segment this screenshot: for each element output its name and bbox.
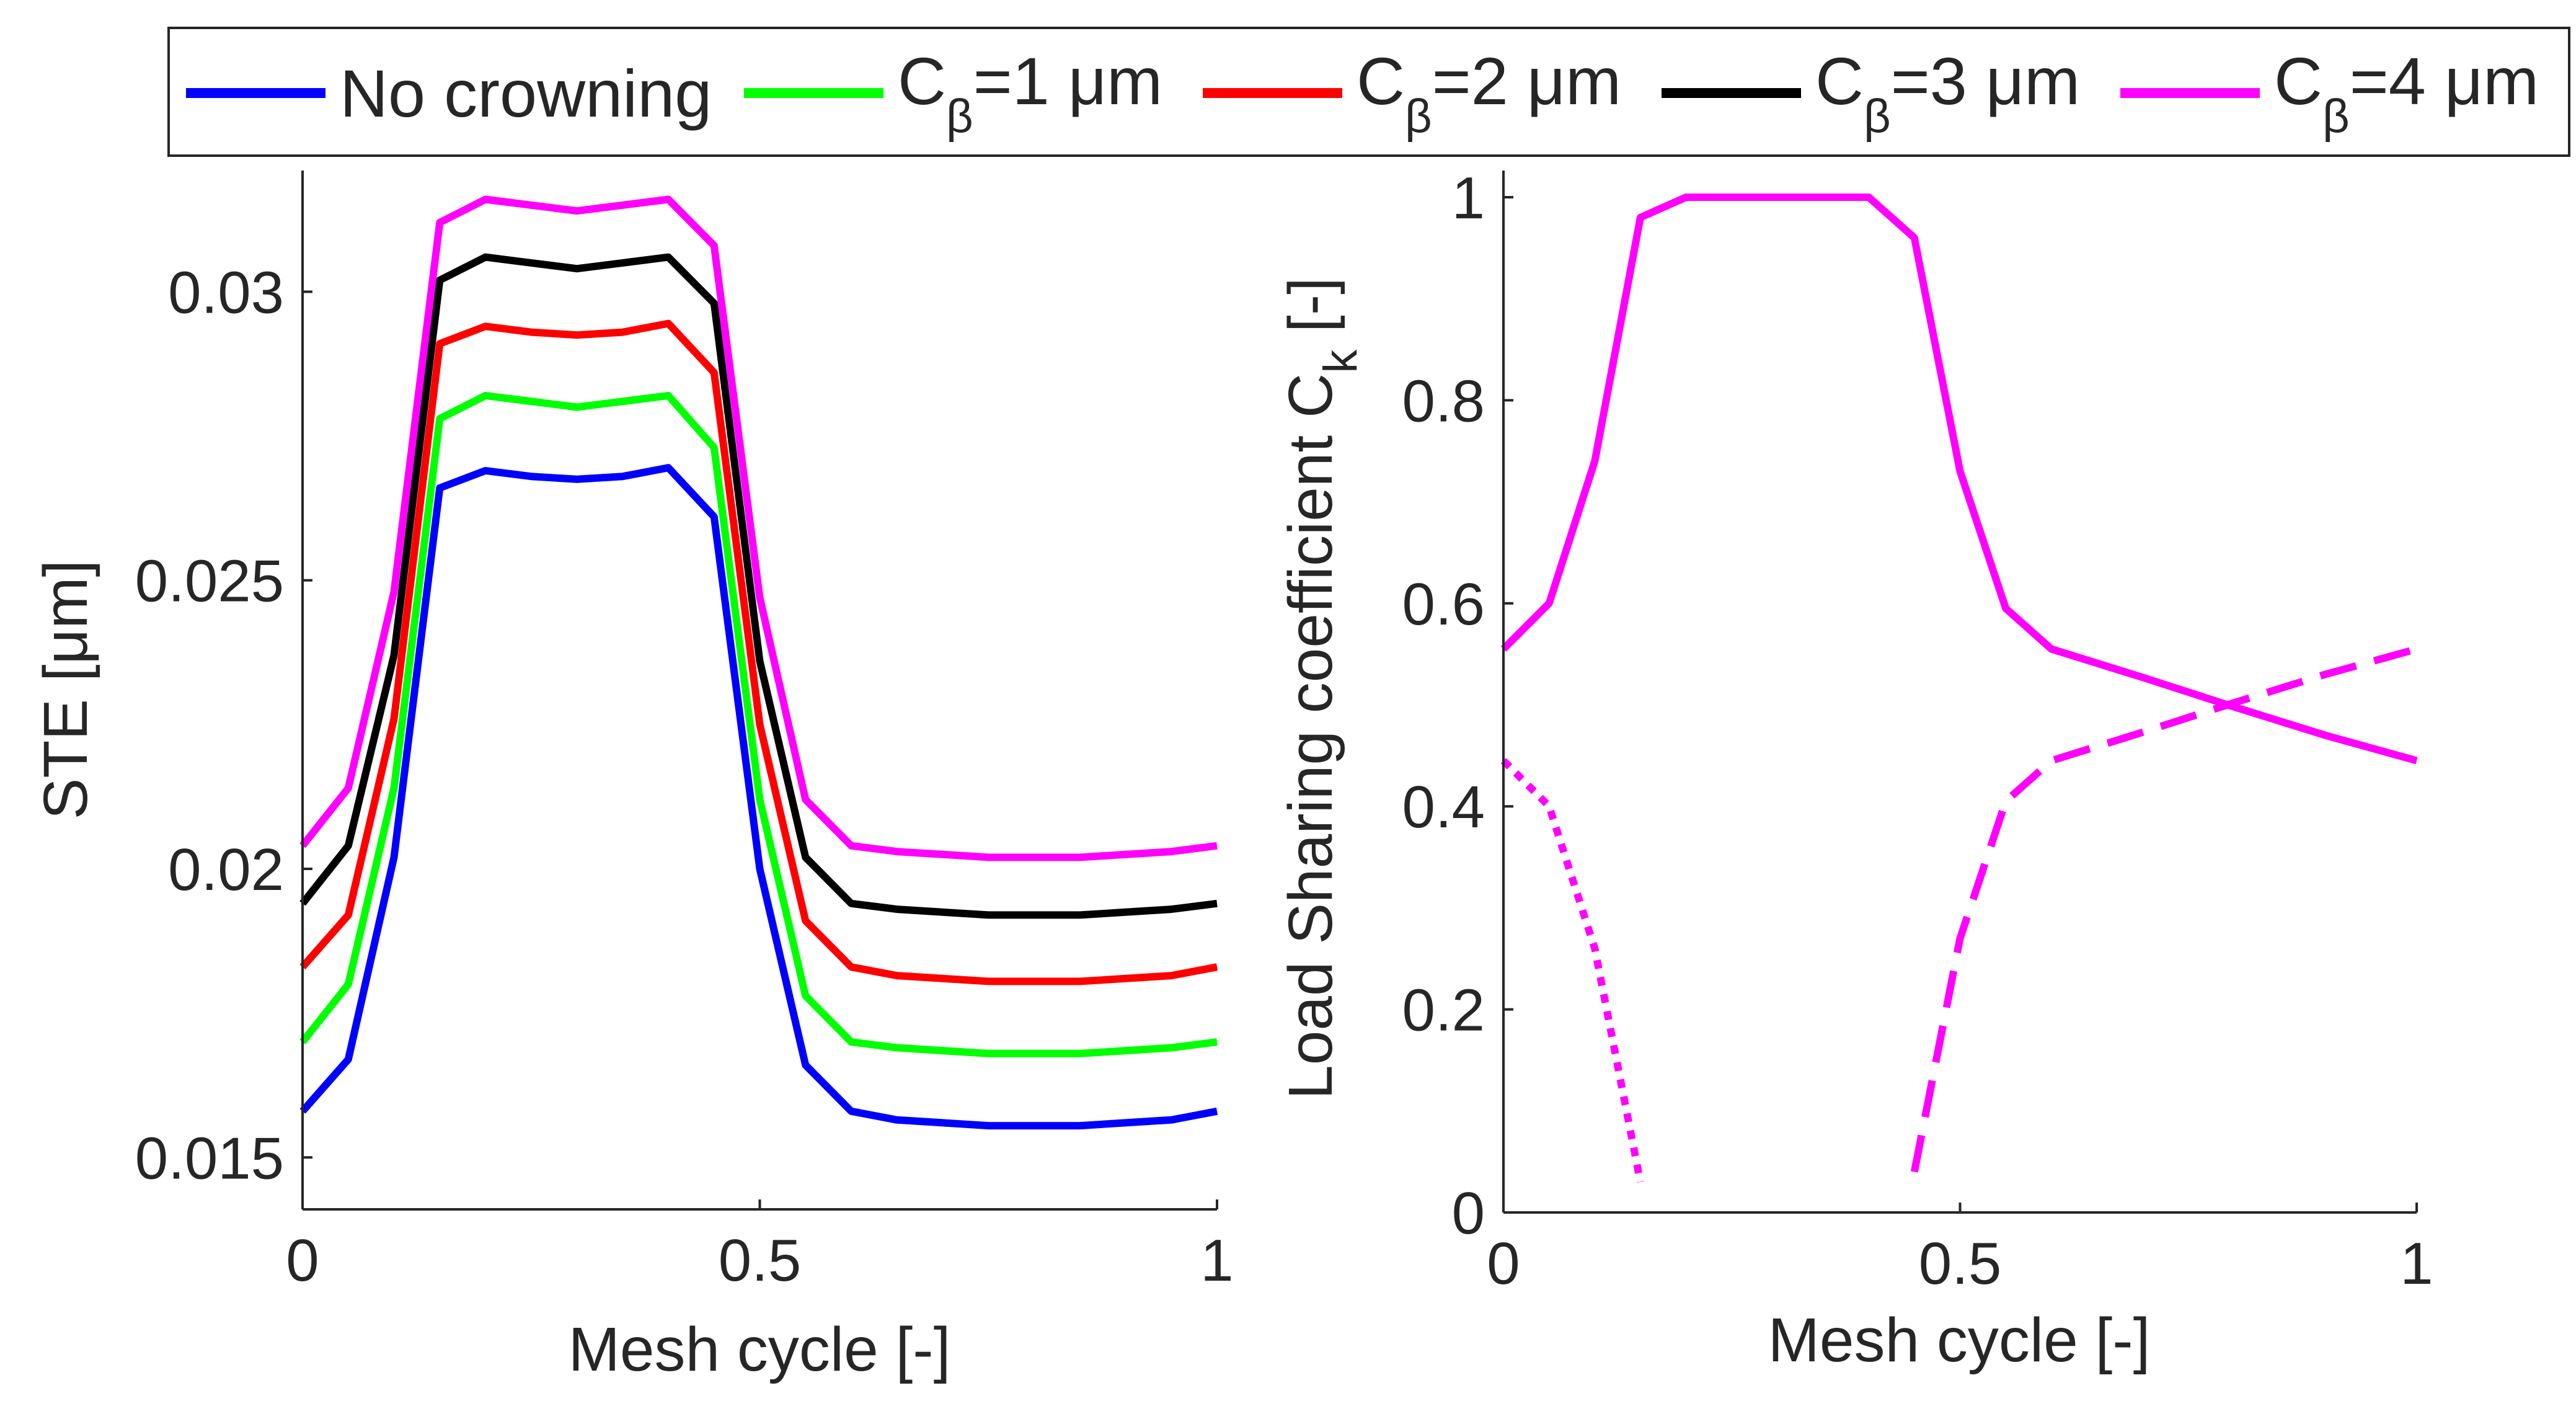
ste-y-tick-label: 0.03 — [168, 259, 284, 326]
ste-x-tick-label: 0.5 — [719, 1227, 801, 1294]
load-sharing-x-tick-label: 0 — [1487, 1230, 1520, 1297]
legend-label-no-crowning: No crowning — [340, 56, 712, 131]
load-sharing-y-tick-label: 0.4 — [1402, 774, 1485, 840]
ste-series-group — [299, 195, 1218, 1130]
legend-entry-cb3: Cβ=3 μm — [1662, 43, 2080, 143]
load-sharing-x-tick-label: 1 — [2400, 1230, 2433, 1297]
legend-label-cb2: Cβ=2 μm — [1357, 43, 1621, 143]
ste-y-tick-label: 0.025 — [135, 548, 284, 615]
load-sharing-series-line-dotted — [1500, 758, 1644, 1183]
ste-ticks: 0 0.5 1 0.015 0.02 0.025 0.03 — [135, 259, 1234, 1294]
load-sharing-y-tick-label: 0.2 — [1402, 977, 1485, 1044]
legend-label-cb1: Cβ=1 μm — [898, 43, 1162, 143]
ste-y-tick-label: 0.015 — [135, 1125, 284, 1191]
load-sharing-series-line-solid — [1500, 193, 2418, 765]
legend-label-cb3: Cβ=3 μm — [1815, 43, 2080, 143]
load-sharing-ticks: 0 0.5 1 0 0.2 0.4 0.6 0.8 1 — [1402, 165, 2433, 1297]
ste-y-label: STE [μm] — [31, 560, 100, 820]
legend-entry-cb2: Cβ=2 μm — [1203, 43, 1621, 143]
load-sharing-chart: 0 0.5 1 0 0.2 0.4 0.6 0.8 1 Mesh cycle [-] Load … — [1276, 165, 2433, 1375]
ste-chart: 0 0.5 1 0.015 0.02 0.025 0.03 Mesh cycle [-] S… — [31, 171, 1234, 1384]
load-sharing-y-tick-label: 0 — [1452, 1180, 1485, 1247]
load-sharing-x-label: Mesh cycle [-] — [1768, 1305, 2151, 1375]
ste-x-label: Mesh cycle [-] — [569, 1315, 951, 1384]
legend: No crowning Cβ=1 μm Cβ=2 μm Cβ=3 μm Cβ=4… — [167, 27, 2570, 157]
ste-x-tick-label: 0 — [286, 1227, 319, 1294]
load-sharing-x-tick-label: 0.5 — [1919, 1230, 2001, 1297]
load-sharing-series-group — [1500, 193, 2418, 1183]
legend-entry-cb1: Cβ=1 μm — [744, 43, 1162, 143]
load-sharing-y-tick-label: 0.6 — [1402, 571, 1485, 638]
legend-label-cb4: Cβ=4 μm — [2274, 43, 2539, 143]
load-sharing-y-tick-label: 1 — [1452, 165, 1485, 231]
load-sharing-series-line-dashed — [1910, 645, 2418, 1173]
ste-y-tick-label: 0.02 — [168, 837, 284, 903]
ste-x-tick-label: 1 — [1200, 1227, 1233, 1294]
load-sharing-y-tick-label: 0.8 — [1402, 368, 1485, 434]
load-sharing-y-label: Load Sharing coefficient Ck [-] — [1276, 277, 1367, 1100]
legend-entry-cb4: Cβ=4 μm — [2120, 43, 2539, 143]
legend-entry-no-crowning: No crowning — [186, 56, 712, 131]
